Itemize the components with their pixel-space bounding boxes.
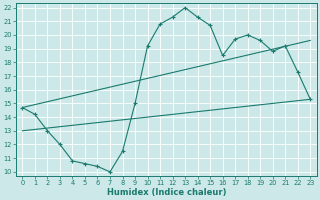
X-axis label: Humidex (Indice chaleur): Humidex (Indice chaleur) [107, 188, 226, 197]
